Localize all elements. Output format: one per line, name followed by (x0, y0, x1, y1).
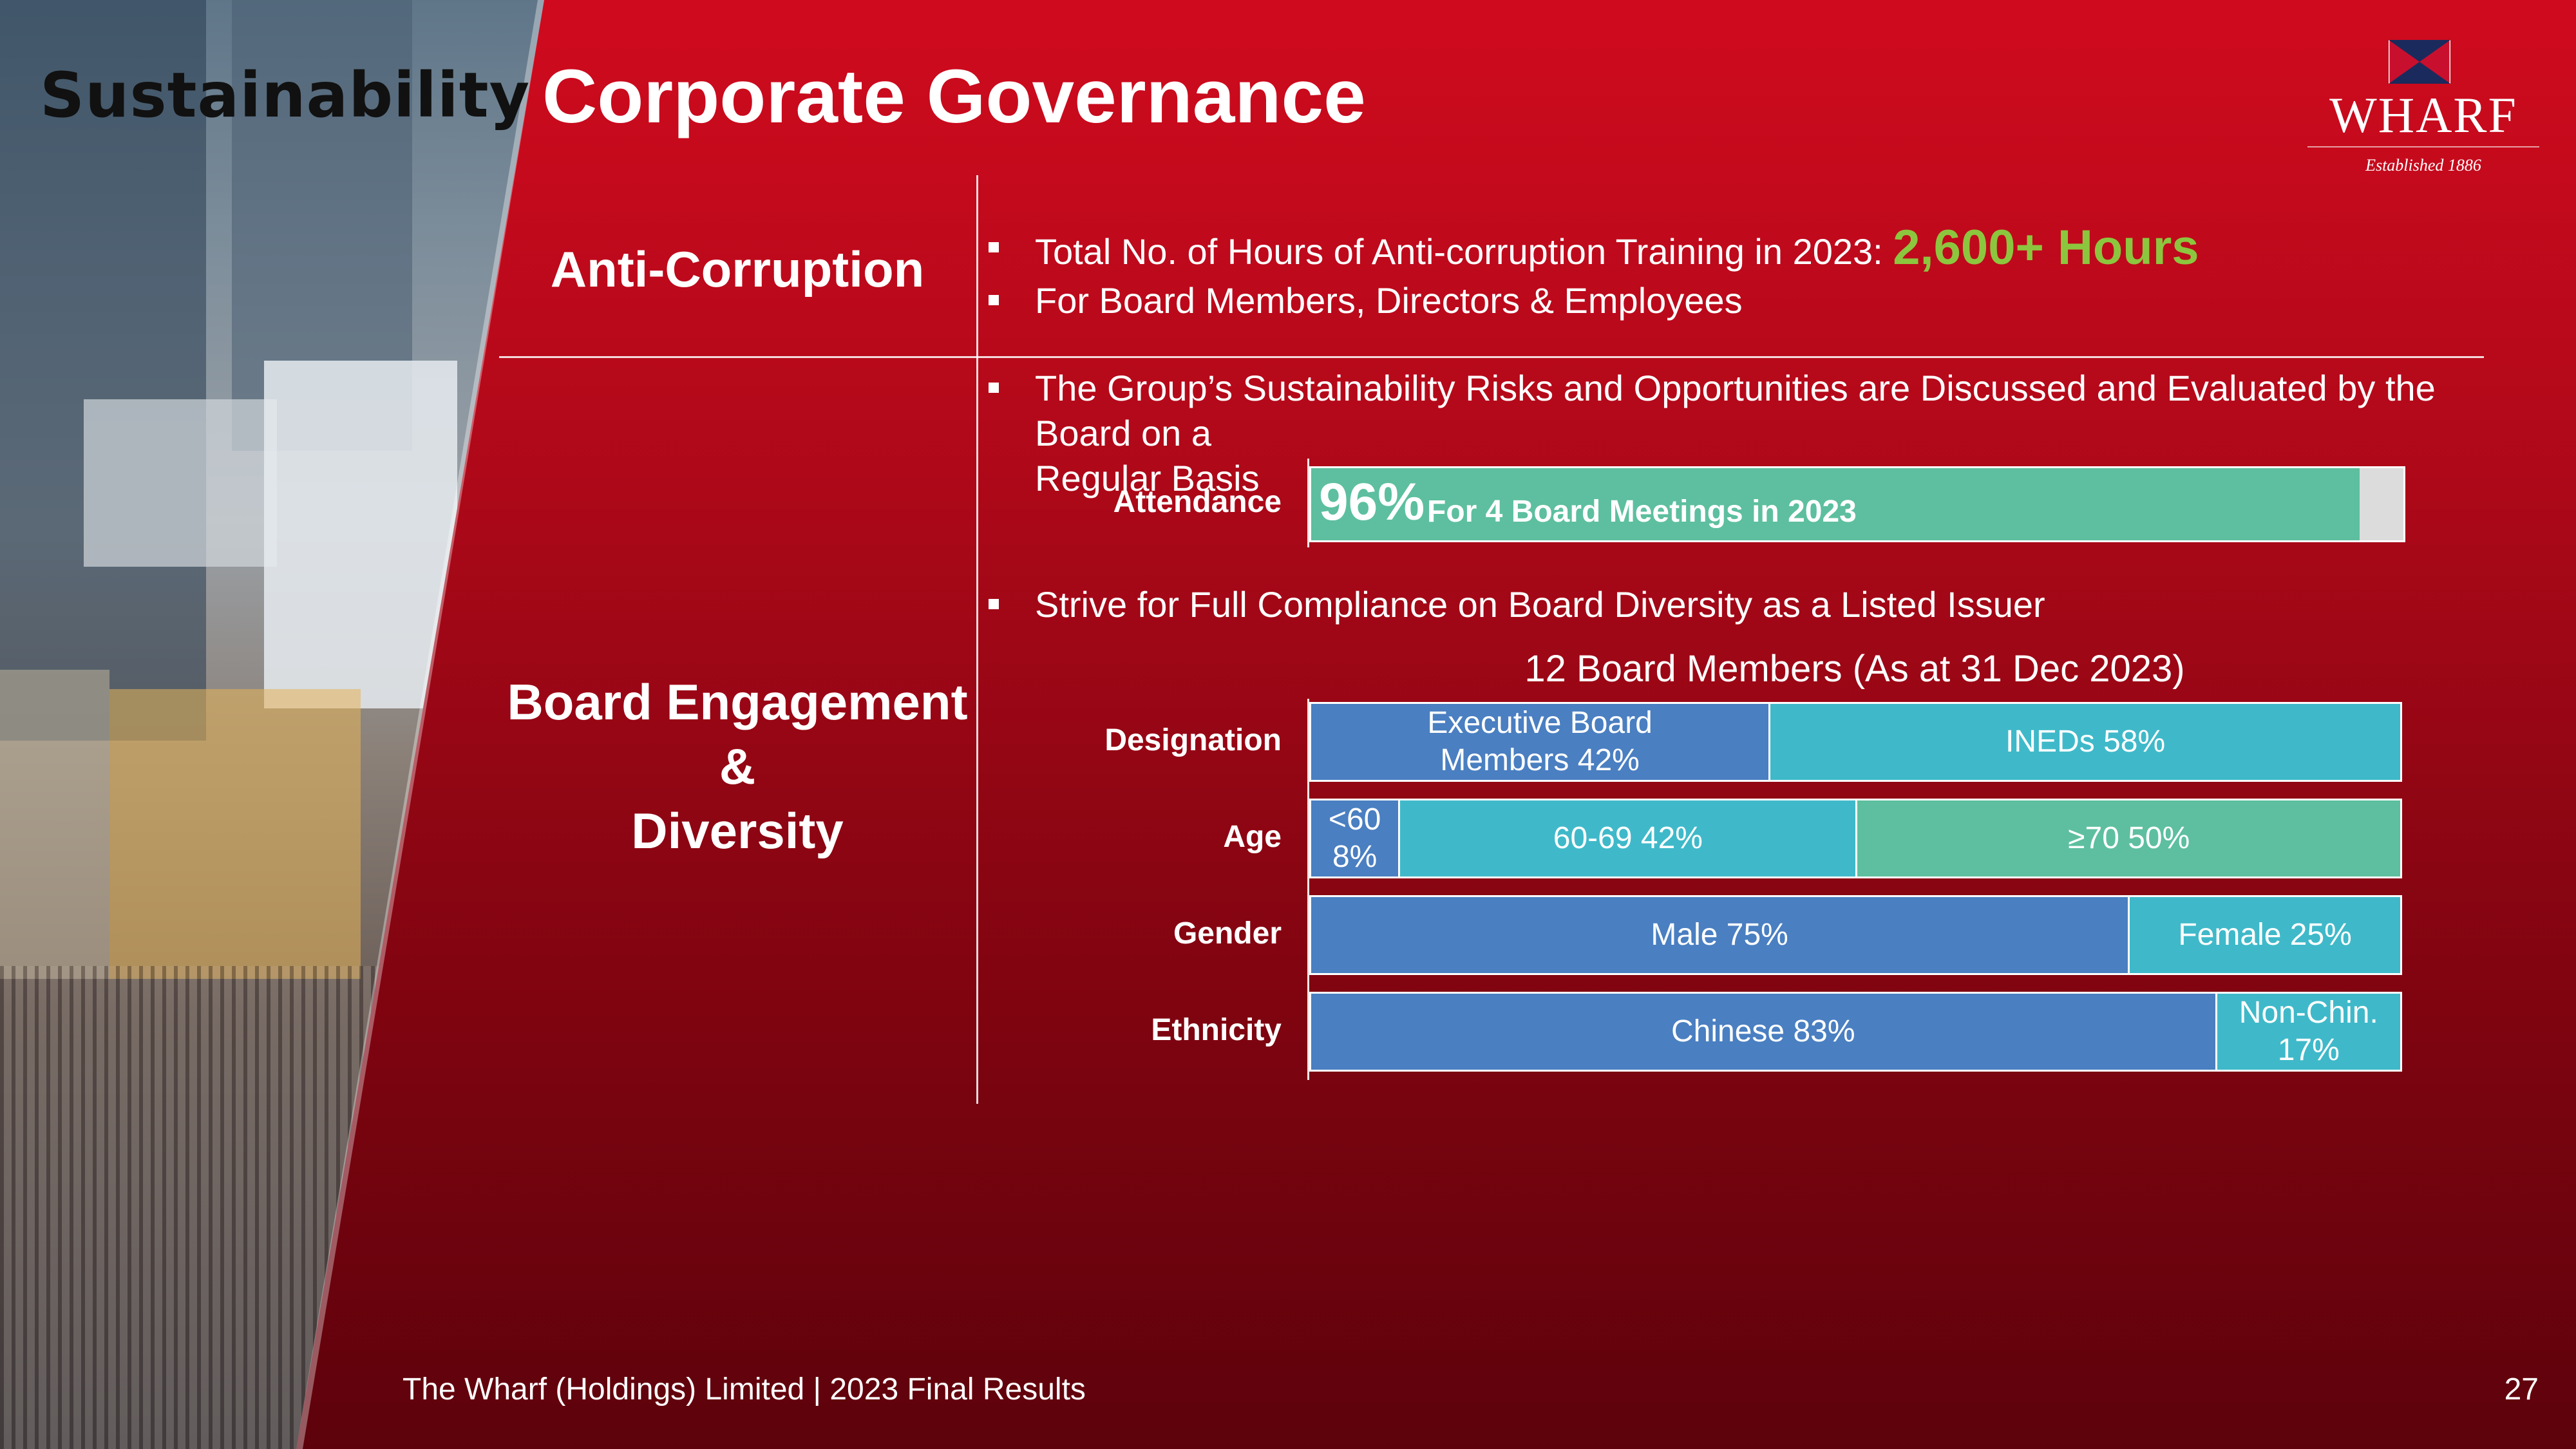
stacked-bar-designation: Executive Board Members 42% INEDs 58% (1309, 702, 2402, 782)
anti-corruption-heading: Anti-Corruption (550, 241, 925, 298)
attendance-description: For 4 Board Meetings in 2023 (1427, 495, 1857, 529)
bullet-square-icon (989, 242, 999, 252)
segment-label: <60 8% (1311, 801, 1398, 876)
segment-label-line1: Chinese 83% (1671, 1014, 1855, 1048)
flag-icon (2389, 40, 2450, 84)
wharf-logo: WHARF Established 1886 (2307, 40, 2539, 182)
attendance-axis (1307, 459, 1309, 547)
segment-label-line1: Non-Chin. (2239, 996, 2378, 1030)
bullet-diversity: Strive for Full Compliance on Board Dive… (989, 582, 2470, 627)
bullet-square-icon (989, 599, 999, 609)
segment-label: Chinese 83% (1671, 1013, 1855, 1050)
segment-label-line1: ≥70 50% (2068, 821, 2190, 855)
segment-label: INEDs 58% (2005, 723, 2165, 761)
chart-title: 12 Board Members (As at 31 Dec 2023) (1524, 648, 2185, 690)
sustainability-risks-line2: Regular Basis (1035, 458, 1260, 498)
board-heading: Board Engagement & Diversity (502, 670, 972, 863)
segment-label-line1: Female 25% (2178, 918, 2352, 952)
training-hours-value: 2,600+ Hours (1893, 220, 2199, 275)
segment-label-line1: Executive Board (1427, 706, 1653, 740)
segment-label: 60-69 42% (1553, 820, 1703, 857)
section-tag: Sustainability (40, 59, 531, 131)
attendance-fill (1311, 468, 2360, 540)
background-photo (0, 0, 544, 1449)
attendance-bar: 96% For 4 Board Meetings in 2023 (1309, 466, 2405, 542)
logo-established: Established 1886 (2365, 156, 2481, 175)
segment-label: Non-Chin. 17% (2239, 994, 2378, 1069)
bullet-square-icon (989, 383, 999, 393)
bar-segment: INEDs 58% (1768, 704, 2400, 780)
diversity-text: Strive for Full Compliance on Board Dive… (1035, 584, 2045, 625)
segment-label-line2: 17% (2277, 1033, 2340, 1067)
bullet-training-hours: Total No. of Hours of Anti-corruption Tr… (989, 223, 2470, 274)
bar-segment: Executive Board Members 42% (1311, 704, 1769, 780)
bullet-sustainability-risks: The Group’s Sustainability Risks and Opp… (989, 366, 2489, 501)
logo-name: WHARF (2329, 87, 2517, 143)
segment-label-line1: 60-69 42% (1553, 821, 1703, 855)
training-hours-text: Total No. of Hours of Anti-corruption Tr… (1035, 231, 1893, 272)
scope-text: For Board Members, Directors & Employees (1035, 280, 1743, 321)
segment-label: ≥70 50% (2068, 820, 2190, 857)
bar-segment: Non-Chin. 17% (2215, 994, 2400, 1070)
category-label-ethnicity: Ethnicity (1151, 1013, 1282, 1047)
category-label-designation: Designation (1104, 723, 1282, 757)
bar-segment: 60-69 42% (1398, 800, 1856, 876)
logo-rule (2307, 146, 2539, 147)
bullet-square-icon (989, 295, 999, 305)
segment-label: Female 25% (2178, 916, 2351, 954)
bar-segment: Male 75% (1311, 897, 2128, 973)
bullet-scope: For Board Members, Directors & Employees (989, 278, 2470, 323)
category-label-age: Age (1223, 820, 1282, 854)
horizontal-divider (499, 356, 2484, 358)
bar-segment: ≥70 50% (1855, 800, 2400, 876)
page-title: Corporate Governance (542, 54, 1366, 139)
bar-segment: Chinese 83% (1311, 994, 2215, 1070)
attendance-label: Attendance (1113, 485, 1282, 519)
segment-label: Male 75% (1651, 916, 1788, 954)
footer-company: The Wharf (Holdings) Limited | 2023 Fina… (402, 1372, 1086, 1406)
category-label-gender: Gender (1173, 916, 1282, 951)
segment-label-line1: INEDs 58% (2005, 724, 2166, 759)
stacked-bar-age: <60 8% 60-69 42% ≥70 50% (1309, 799, 2402, 878)
board-heading-line1: Board Engagement & (507, 674, 968, 795)
board-heading-line2: Diversity (631, 802, 844, 859)
page-number: 27 (2504, 1372, 2539, 1406)
stacked-bar-ethnicity: Chinese 83% Non-Chin. 17% (1309, 992, 2402, 1072)
bar-segment: <60 8% (1311, 800, 1399, 876)
segment-label-line1: <60 8% (1328, 802, 1381, 874)
segment-label-line1: Male 75% (1651, 918, 1788, 952)
attendance-value: 96% (1319, 473, 1425, 531)
stacked-bar-gender: Male 75% Female 25% (1309, 895, 2402, 975)
vertical-divider (976, 175, 978, 1104)
bar-segment: Female 25% (2128, 897, 2400, 973)
segment-label: Executive Board Members 42% (1427, 705, 1653, 779)
segment-label-line2: Members 42% (1440, 743, 1640, 777)
chart-axis (1307, 699, 1309, 1080)
sustainability-risks-line1: The Group’s Sustainability Risks and Opp… (1035, 368, 2436, 453)
